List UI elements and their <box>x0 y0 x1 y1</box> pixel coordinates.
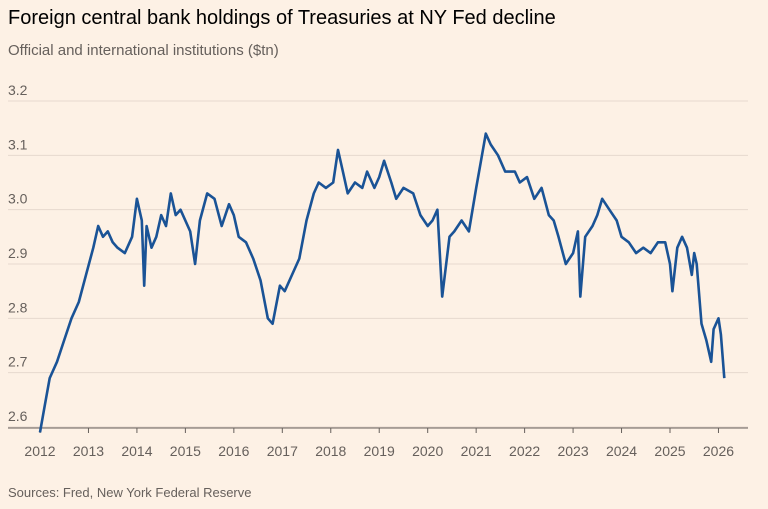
y-tick-label: 2.6 <box>8 408 28 424</box>
x-tick-label: 2016 <box>218 443 249 459</box>
chart-title: Foreign central bank holdings of Treasur… <box>8 7 556 29</box>
x-tick-label: 2026 <box>703 443 734 459</box>
x-tick-label: 2014 <box>121 443 152 459</box>
chart-subtitle: Official and international institutions … <box>8 42 279 59</box>
x-tick-label: 2024 <box>606 443 637 459</box>
y-tick-label: 2.7 <box>8 354 28 370</box>
x-tick-label: 2012 <box>24 443 55 459</box>
x-tick-label: 2025 <box>654 443 685 459</box>
x-tick-label: 2023 <box>557 443 588 459</box>
x-tick-label: 2015 <box>170 443 201 459</box>
x-tick-label: 2020 <box>412 443 443 459</box>
data-line <box>38 132 726 433</box>
x-tick-label: 2018 <box>315 443 346 459</box>
y-tick-label: 3.0 <box>8 191 28 207</box>
y-tick-label: 2.8 <box>8 299 28 315</box>
x-tick-label: 2017 <box>267 443 298 459</box>
x-tick-label: 2013 <box>73 443 104 459</box>
y-tick-label: 3.1 <box>8 136 28 152</box>
x-tick-label: 2019 <box>364 443 395 459</box>
x-tick-label: 2021 <box>461 443 492 459</box>
y-tick-label: 3.2 <box>8 82 28 98</box>
source: Sources: Fred, New York Federal Reserve <box>8 485 252 500</box>
x-tick-label: 2022 <box>509 443 540 459</box>
y-tick-label: 2.9 <box>8 245 28 261</box>
